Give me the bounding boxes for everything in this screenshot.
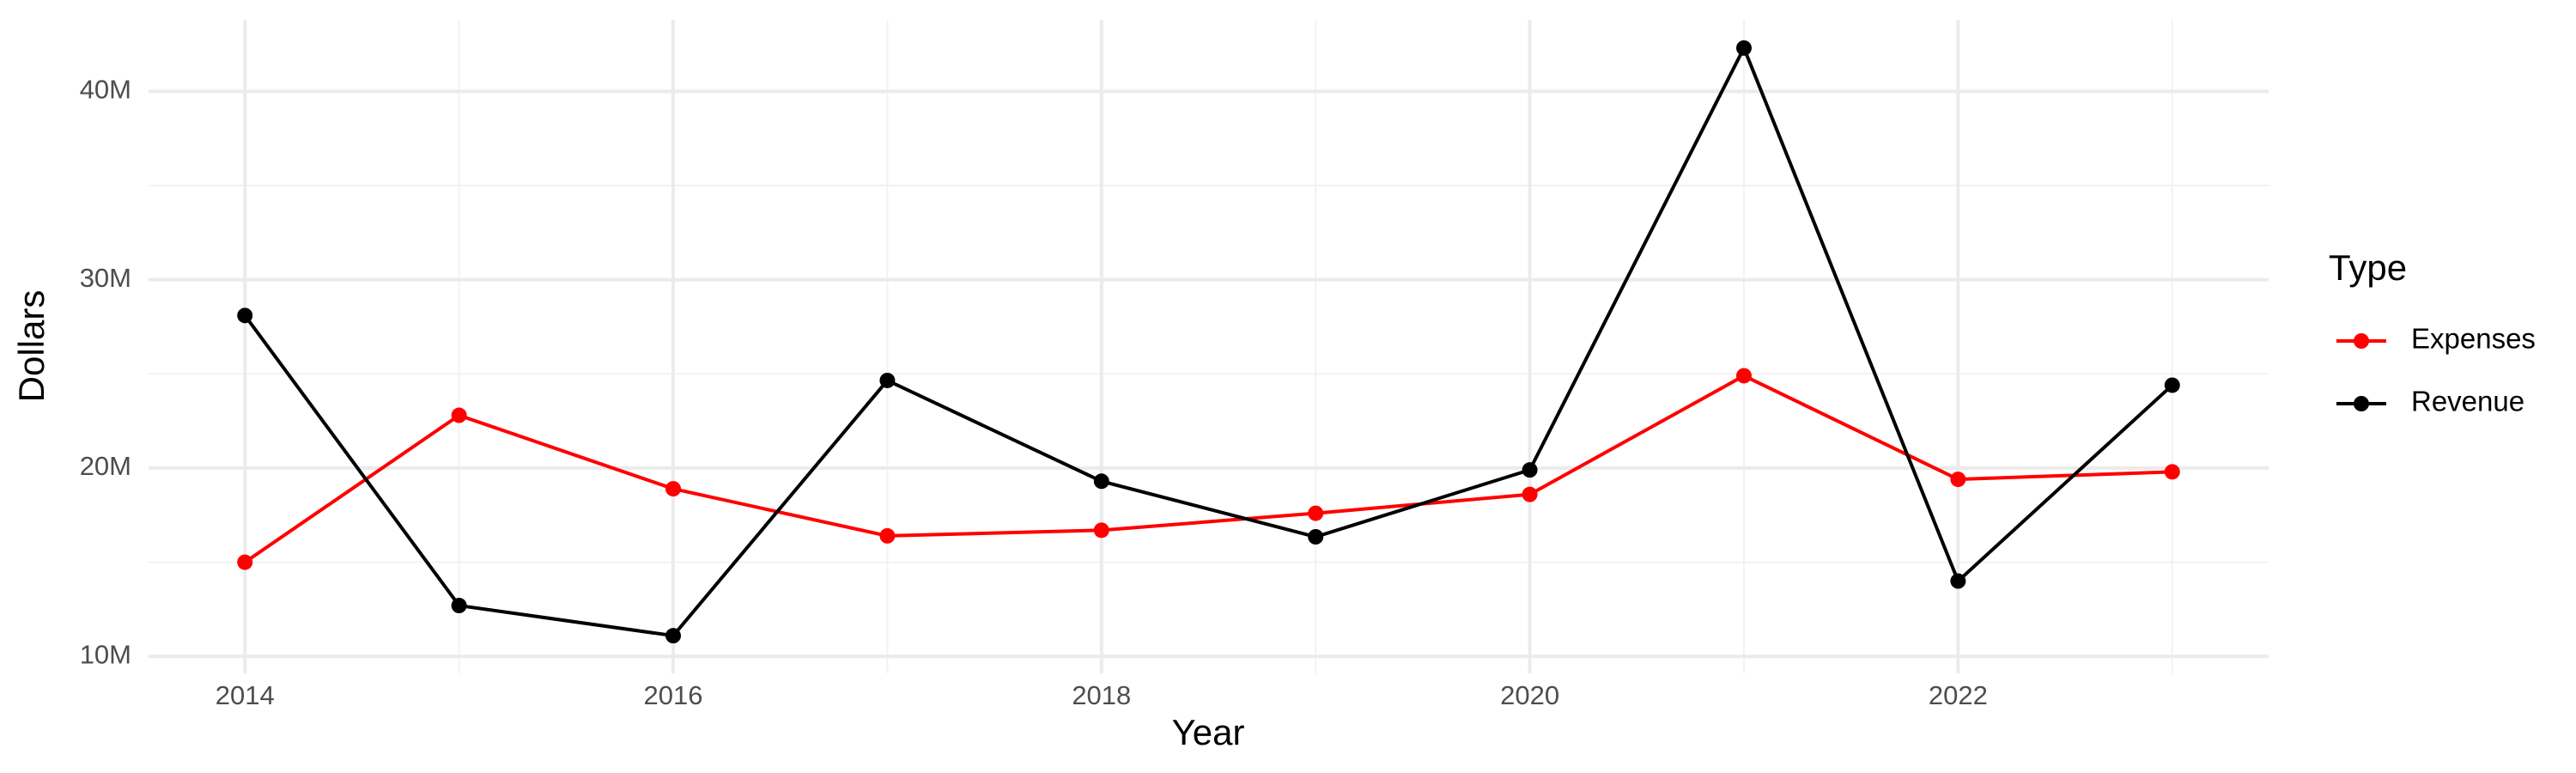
point: [451, 407, 467, 423]
point: [665, 628, 682, 644]
point: [1308, 529, 1324, 545]
legend-label: Revenue: [2411, 386, 2524, 417]
y-tick-label: 30M: [80, 263, 131, 293]
series-line: [243, 44, 2174, 638]
point: [1093, 473, 1109, 490]
point: [237, 554, 253, 570]
point: [665, 481, 682, 497]
point: [1735, 368, 1752, 384]
y-tick-label: 20M: [80, 451, 131, 481]
point: [1522, 462, 1538, 478]
legend-label: Expenses: [2411, 323, 2536, 355]
point: [879, 527, 896, 544]
x-tick-label: 2020: [1500, 680, 1559, 710]
legend-title: Type: [2329, 247, 2407, 288]
y-axis-title: Dollars: [11, 290, 52, 403]
point: [237, 307, 253, 324]
x-axis-title: Year: [1172, 712, 1245, 752]
legend-point: [2354, 333, 2369, 349]
point: [1735, 40, 1752, 56]
point: [1950, 472, 1966, 488]
point: [1093, 522, 1109, 539]
x-tick-label: 2022: [1929, 680, 1988, 710]
x-tick-label: 2014: [216, 680, 275, 710]
point: [2164, 464, 2180, 480]
point: [1950, 573, 1966, 589]
point: [451, 598, 467, 614]
point: [1308, 505, 1324, 521]
point: [2164, 377, 2180, 393]
legend-point: [2354, 396, 2369, 411]
x-tick-label: 2018: [1072, 680, 1131, 710]
point: [879, 372, 896, 388]
y-tick-label: 40M: [80, 75, 131, 105]
x-tick-label: 2016: [644, 680, 703, 710]
point: [1522, 486, 1538, 502]
series-line: [244, 374, 2172, 564]
y-tick-label: 10M: [80, 639, 131, 669]
